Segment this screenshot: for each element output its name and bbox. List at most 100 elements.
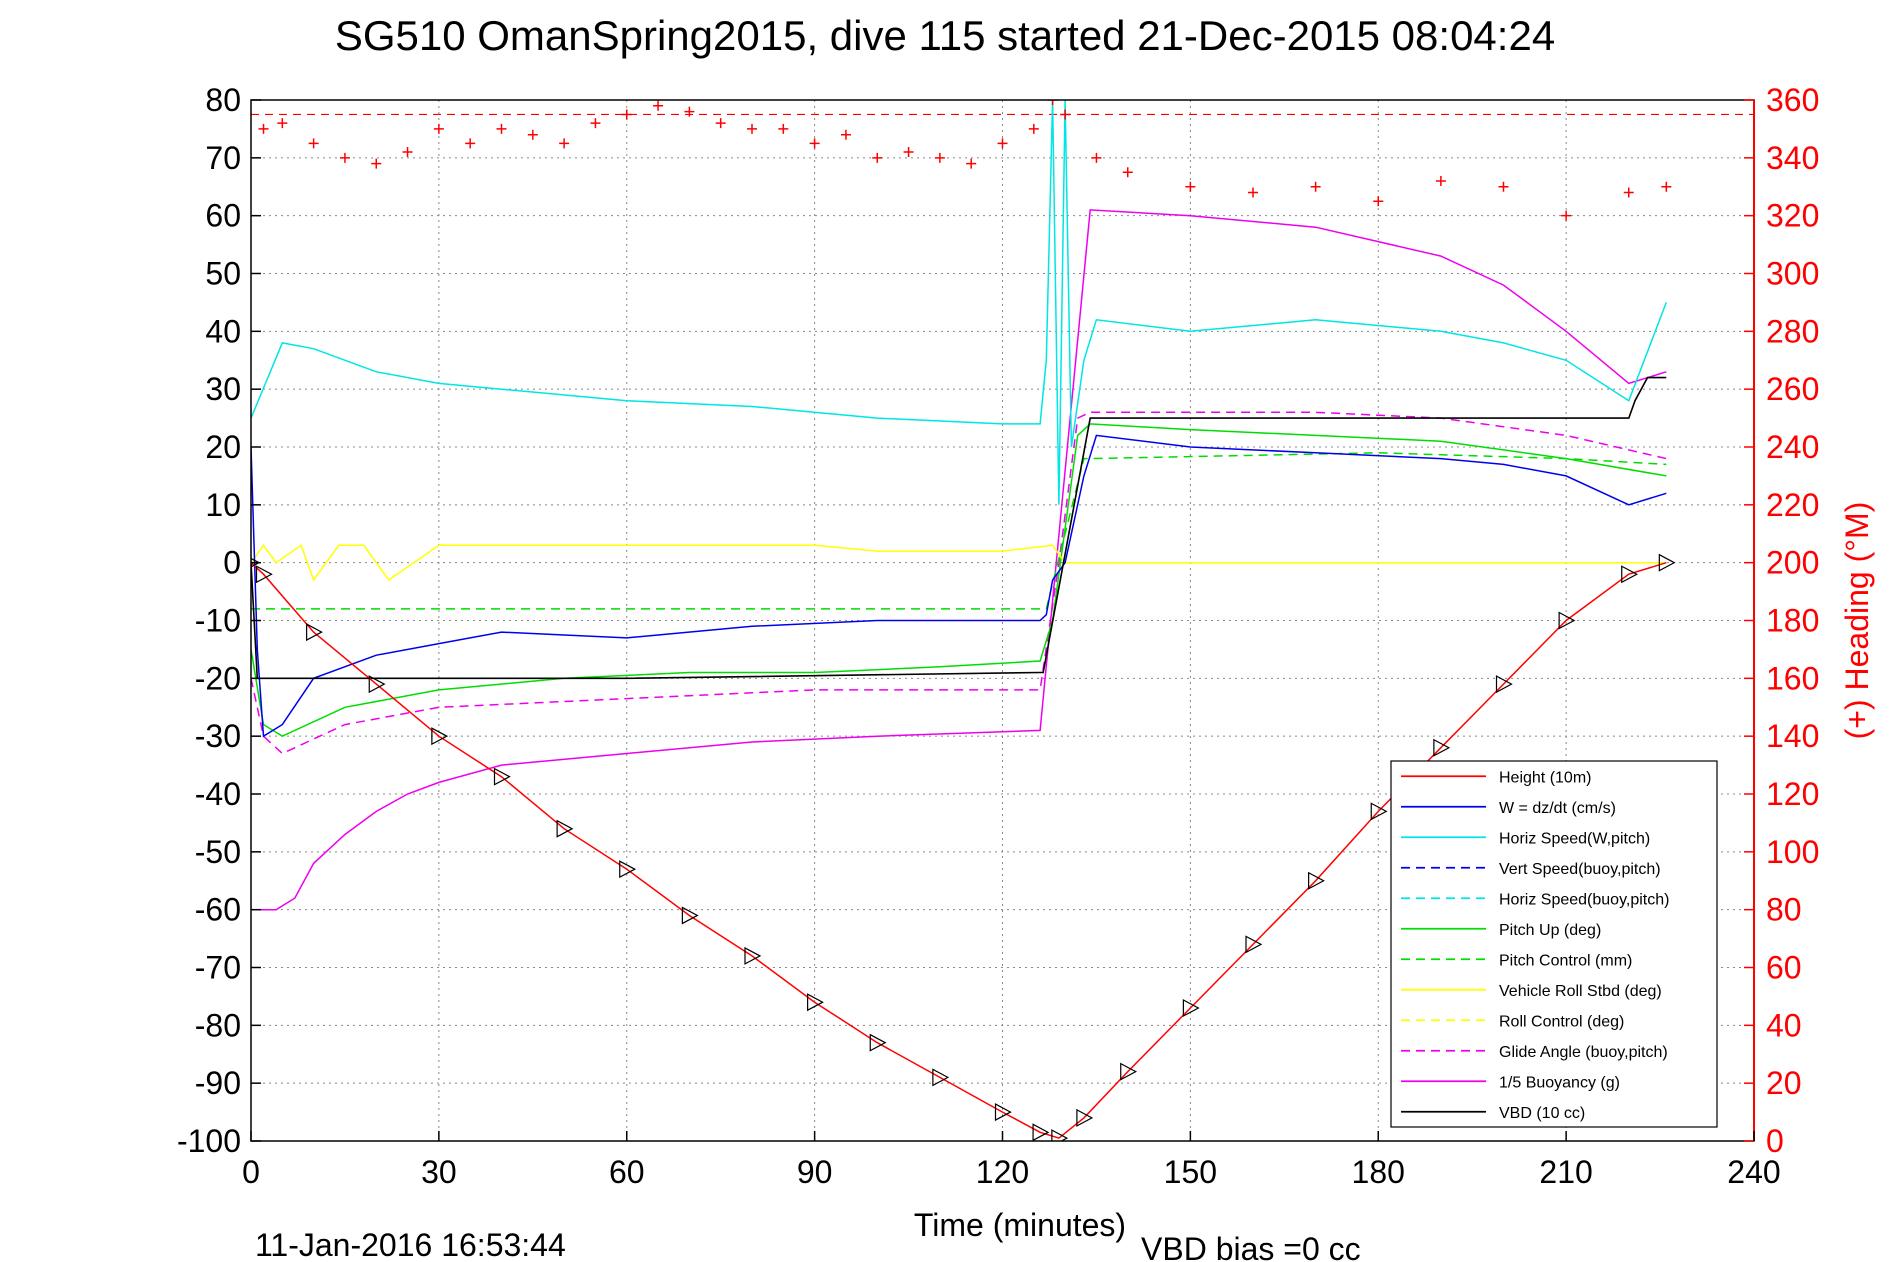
height-marker (681, 906, 699, 925)
right-y-axis: 0 20 40 60 80 100 120 140 160 180 200 220 240 260 280 3… (1744, 82, 1819, 1159)
right-tick-label: 180 (1766, 603, 1819, 639)
heading-point (258, 123, 269, 134)
right-axis-label: (+) Heading (°M) (1839, 502, 1875, 740)
heading-point (1435, 175, 1446, 186)
heading-point (997, 138, 1008, 149)
heading-point (1373, 196, 1384, 207)
series-1-5-buoyancy-g (251, 209, 1667, 911)
right-tick-label: 100 (1766, 834, 1819, 870)
height-marker (1051, 1129, 1069, 1141)
chart-title: SG510 OmanSpring2015, dive 115 started 2… (335, 12, 1555, 59)
height-marker (994, 1103, 1012, 1122)
heading-point (1310, 181, 1321, 192)
left-tick-label: -30 (195, 718, 241, 754)
x-tick-label: 210 (1539, 1154, 1592, 1190)
height-marker (1658, 553, 1676, 572)
height-marker (556, 819, 574, 838)
x-tick-label: 30 (421, 1154, 457, 1190)
heading-point (1060, 109, 1071, 120)
heading-point (402, 147, 413, 158)
height-marker (869, 1033, 887, 1052)
x-axis: 0 30 60 90 120 150 180 210 240 (242, 1131, 1781, 1190)
right-tick-label: 40 (1766, 1007, 1802, 1043)
legend-box (1390, 760, 1718, 1128)
left-tick-label: 10 (205, 487, 241, 523)
height-marker (1182, 998, 1200, 1017)
right-tick-label: 0 (1766, 1123, 1784, 1159)
left-tick-label: 50 (205, 256, 241, 292)
left-tick-label: -80 (195, 1007, 241, 1043)
footer-vbd-bias: VBD bias =0 cc (1141, 1231, 1361, 1262)
right-tick-label: 160 (1766, 660, 1819, 696)
right-tick-label: 340 (1766, 140, 1819, 176)
heading-point (1248, 187, 1258, 198)
right-tick-label: 60 (1766, 950, 1802, 986)
x-axis-label: Time (minutes) (914, 1207, 1126, 1243)
heading-point (1185, 181, 1196, 192)
height-marker (619, 860, 637, 879)
series-horiz-speed-w-pitch (251, 100, 1668, 505)
heading-point (559, 138, 570, 149)
right-tick-label: 300 (1766, 256, 1819, 292)
height-marker (431, 727, 449, 746)
footer-timestamp: 11-Jan-2016 16:53:44 (255, 1227, 566, 1262)
heading-point (1623, 187, 1634, 198)
right-tick-label: 220 (1766, 487, 1819, 523)
legend-label-height-10m: Height (10m) (1499, 769, 1591, 786)
heading-point (653, 100, 664, 111)
left-tick-label: -90 (195, 1065, 241, 1101)
legend-label-pitch-up-deg: Pitch Up (deg) (1499, 922, 1601, 939)
height-marker (932, 1068, 950, 1087)
heading-point (590, 118, 601, 129)
series-vbd-10-cc (251, 376, 1667, 680)
series-glide-angle-buoy-pitch (251, 411, 1667, 755)
x-tick-label: 120 (976, 1154, 1029, 1190)
left-tick-label: -20 (195, 660, 241, 696)
heading-point (277, 118, 288, 129)
heading-point (1561, 210, 1572, 221)
heading-point (872, 152, 883, 163)
plot-series (251, 100, 1754, 1141)
right-tick-label: 120 (1766, 776, 1819, 812)
series-pitch-up-deg (251, 423, 1667, 738)
height-marker (1621, 565, 1639, 584)
legend-label-roll-control-deg: Roll Control (deg) (1499, 1013, 1624, 1030)
height-marker (255, 565, 273, 584)
heading-point (966, 158, 977, 169)
heading-point (1047, 100, 1058, 105)
left-tick-label: 60 (205, 198, 241, 234)
legend-label-pitch-control-mm: Pitch Control (mm) (1499, 952, 1632, 969)
heading-point (339, 152, 350, 163)
right-tick-label: 240 (1766, 429, 1819, 465)
left-tick-label: 20 (205, 429, 241, 465)
height-marker (1495, 675, 1513, 694)
height-marker (744, 946, 762, 965)
legend-label-w-dz-dt-cm-s: W = dz/dt (cm/s) (1499, 800, 1616, 817)
legend-label-vehicle-roll-stbd-deg: Vehicle Roll Stbd (deg) (1499, 983, 1662, 1000)
legend-label-vert-speed-buoy-pitch: Vert Speed(buoy,pitch) (1499, 861, 1661, 878)
heading-point (840, 129, 851, 140)
x-tick-label: 90 (797, 1154, 833, 1190)
series-vehicle-roll-stbd-deg (251, 544, 1667, 582)
left-tick-label: -70 (195, 950, 241, 986)
series-w-dz-dt-cm-s (251, 434, 1667, 738)
heading-point (715, 118, 726, 129)
heading-point (1498, 181, 1509, 192)
height-marker (1120, 1062, 1138, 1081)
right-tick-label: 360 (1766, 82, 1819, 118)
heading-point (308, 138, 319, 149)
right-tick-label: 320 (1766, 198, 1819, 234)
heading-point (1122, 167, 1133, 178)
left-tick-label: 70 (205, 140, 241, 176)
left-tick-label: -60 (195, 892, 241, 928)
x-tick-label: 0 (242, 1154, 260, 1190)
heading-point (747, 123, 757, 134)
left-tick-label: 40 (205, 313, 241, 349)
left-y-axis: -100-90-80-70-60-50-40-30-20-10010203040… (177, 82, 261, 1159)
height-marker (368, 675, 386, 694)
heading-point (1661, 181, 1672, 192)
right-tick-label: 140 (1766, 718, 1819, 754)
legend-label-glide-angle-buoy-pitch: Glide Angle (buoy,pitch) (1499, 1044, 1668, 1061)
left-tick-label: -50 (195, 834, 241, 870)
heading-point (778, 123, 789, 134)
